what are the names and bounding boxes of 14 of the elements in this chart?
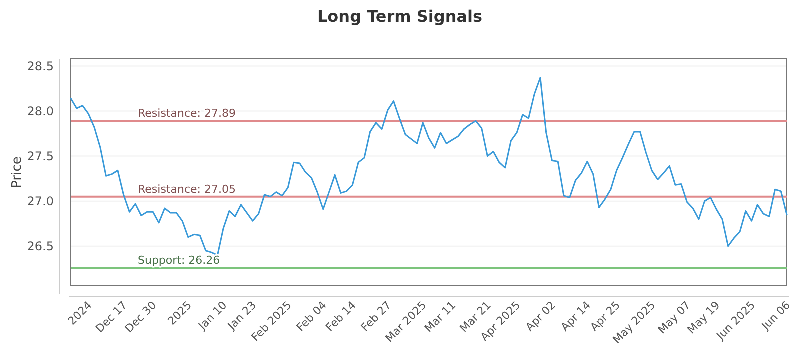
x-tick-label: Apr 02 [523, 298, 558, 334]
chart-title: Long Term Signals [317, 7, 483, 26]
y-tick-label: 27.5 [27, 149, 54, 164]
line-series [70, 77, 788, 256]
y-tick-label: 28.5 [27, 59, 54, 74]
x-tick-label: Jun 06 [758, 298, 794, 334]
ref-line-label: Resistance: 27.89 [138, 107, 236, 120]
ref-line-label: Support: 26.26 [138, 254, 220, 267]
y-tick-label: 28.0 [27, 104, 54, 118]
y-tick-label: 27.0 [27, 194, 54, 209]
ref-line-label: Resistance: 27.05 [138, 182, 236, 196]
y-tick-label: 26.5 [27, 240, 54, 254]
y-axis-title: Price [10, 156, 25, 188]
x-tick-label: Jan 10 [195, 298, 230, 334]
